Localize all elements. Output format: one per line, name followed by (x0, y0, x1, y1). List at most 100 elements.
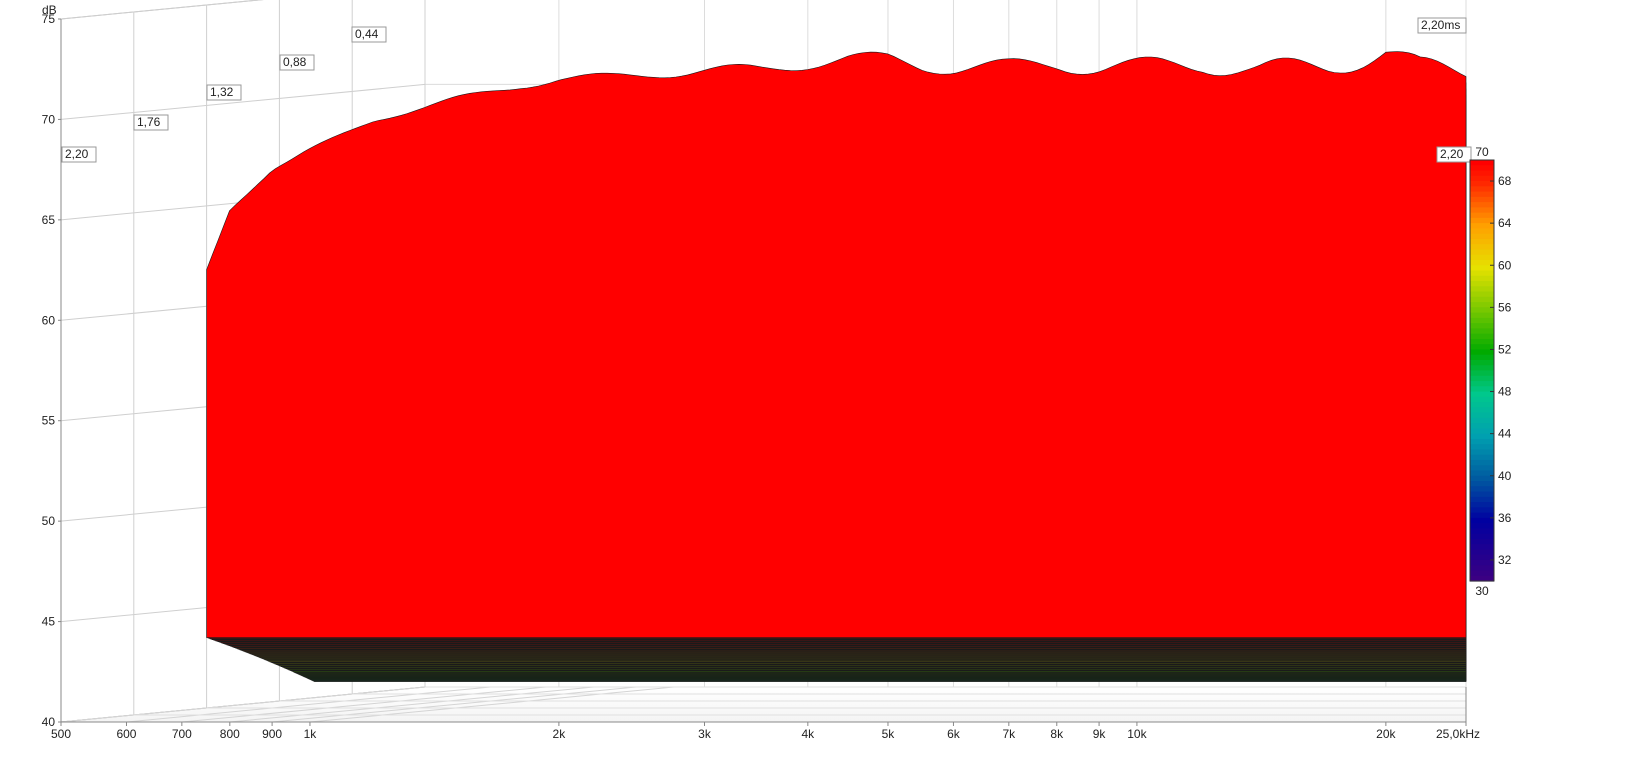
colorbar-segment (1470, 349, 1494, 356)
colorbar-tick-label: 44 (1498, 427, 1512, 441)
colorbar-segment (1470, 238, 1494, 245)
colorbar-segment (1470, 212, 1494, 219)
colorbar-segment (1470, 302, 1494, 308)
svg-text:2,20: 2,20 (65, 147, 89, 161)
colorbar-segment (1470, 286, 1494, 293)
x-tick-label: 800 (220, 727, 240, 741)
colorbar-segment (1470, 228, 1494, 235)
x-tick-label: 8k (1050, 727, 1064, 741)
colorbar-segment (1470, 259, 1494, 266)
y-tick-label: 55 (42, 414, 56, 428)
colorbar-segment (1470, 281, 1494, 287)
colorbar-tick-label: 48 (1498, 385, 1512, 399)
colorbar-tick-label: 40 (1498, 469, 1512, 483)
x-tick-label: 1k (304, 727, 318, 741)
colorbar-segment (1470, 396, 1494, 403)
colorbar-segment (1470, 444, 1494, 451)
x-tick-label: 500 (51, 727, 71, 741)
time-tick-label: 0,88 (279, 54, 315, 71)
colorbar-tick-label: 32 (1498, 553, 1512, 567)
y-gridline (60, 0, 264, 20)
time-end-label: 2,20 (1436, 146, 1472, 163)
colorbar-segment (1470, 233, 1494, 240)
colorbar-segment (1470, 533, 1494, 540)
x-tick-label: 2k (553, 727, 567, 741)
x-gridline-floor (181, 686, 546, 723)
colorbar-segment (1470, 512, 1494, 519)
colorbar-frame (1469, 159, 1495, 582)
svg-text:1,76: 1,76 (137, 115, 161, 129)
x-tick-label: 20k (1376, 727, 1396, 741)
colorbar-segment (1470, 165, 1494, 172)
colorbar-segment (1470, 470, 1494, 477)
colorbar-tick-label: 36 (1498, 511, 1512, 525)
colorbar-segment (1470, 428, 1494, 435)
x-tick-label: 7k (1002, 727, 1016, 741)
time-end-label: 2,20ms (1417, 17, 1467, 34)
x-gridline-floor (60, 686, 426, 723)
colorbar-segment (1470, 354, 1494, 361)
x-tick-label: 9k (1093, 727, 1107, 741)
colorbar-segment (1470, 170, 1494, 177)
x-gridline-floor (126, 686, 491, 723)
waterfall-slice (206, 51, 1467, 638)
colorbar-tick-label: 64 (1498, 216, 1512, 230)
x-gridline-floor (272, 686, 637, 723)
colorbar-segment (1470, 223, 1494, 230)
colorbar-segment (1470, 365, 1494, 372)
colorbar-segment (1470, 217, 1494, 224)
colorbar-segment (1470, 270, 1494, 277)
time-tick-label: 1,76 (133, 114, 169, 131)
y-gridline (60, 83, 426, 120)
x-tick-label: 900 (262, 727, 282, 741)
colorbar-tick-label: 56 (1498, 300, 1512, 314)
y-tick-label: 50 (42, 514, 56, 528)
colorbar-segment (1470, 386, 1494, 393)
x-tick-label: 25,0kHz (1436, 727, 1480, 741)
colorbar-segment (1470, 291, 1494, 298)
x-gridline-floor (309, 686, 674, 723)
colorbar-segment (1470, 433, 1494, 440)
time-tick-label: 2,20 (61, 146, 97, 163)
colorbar-segment (1470, 370, 1494, 377)
colorbar-segment (1470, 391, 1494, 398)
x-tick-label: 700 (172, 727, 192, 741)
colorbar-segment (1470, 502, 1494, 508)
colorbar-segment (1470, 307, 1494, 314)
colorbar-segment (1470, 186, 1494, 193)
colorbar-segment (1470, 181, 1494, 187)
colorbar-segment (1470, 549, 1494, 556)
colorbar-segment (1470, 333, 1494, 340)
x-tick-label: 4k (801, 727, 815, 741)
x-tick-label: 5k (882, 727, 896, 741)
y-tick-label: 40 (42, 715, 56, 729)
colorbar-segment (1470, 175, 1494, 182)
svg-text:0,88: 0,88 (283, 55, 307, 69)
colorbar-segment (1470, 207, 1494, 214)
colorbar-segment (1470, 265, 1494, 272)
colorbar-segment (1470, 191, 1494, 198)
colorbar-segment (1470, 454, 1494, 461)
colorbar-segment (1470, 312, 1494, 319)
x-tick-label: 10k (1127, 727, 1147, 741)
colorbar-segment (1470, 481, 1494, 487)
colorbar-segment (1470, 423, 1494, 429)
y-tick-label: 70 (42, 112, 56, 126)
colorbar-segment (1470, 244, 1494, 251)
time-tick-label: 0,44 (351, 26, 387, 43)
svg-text:1,32: 1,32 (210, 85, 234, 99)
colorbar-tick-label: 52 (1498, 342, 1512, 356)
colorbar-segment (1470, 375, 1494, 382)
x-gridline-floor (229, 686, 594, 723)
colorbar-segment (1470, 160, 1494, 166)
colorbar-segment (1470, 323, 1494, 329)
colorbar-segment (1470, 407, 1494, 414)
colorbar-segment (1470, 554, 1494, 561)
colorbar-segment (1470, 496, 1494, 503)
colorbar-segment (1470, 254, 1494, 261)
colorbar-segment (1470, 465, 1494, 472)
y-tick-label: 60 (42, 313, 56, 327)
time-tick-label: 1,32 (206, 84, 242, 101)
x-tick-label: 600 (116, 727, 136, 741)
x-tick-label: 6k (947, 727, 961, 741)
